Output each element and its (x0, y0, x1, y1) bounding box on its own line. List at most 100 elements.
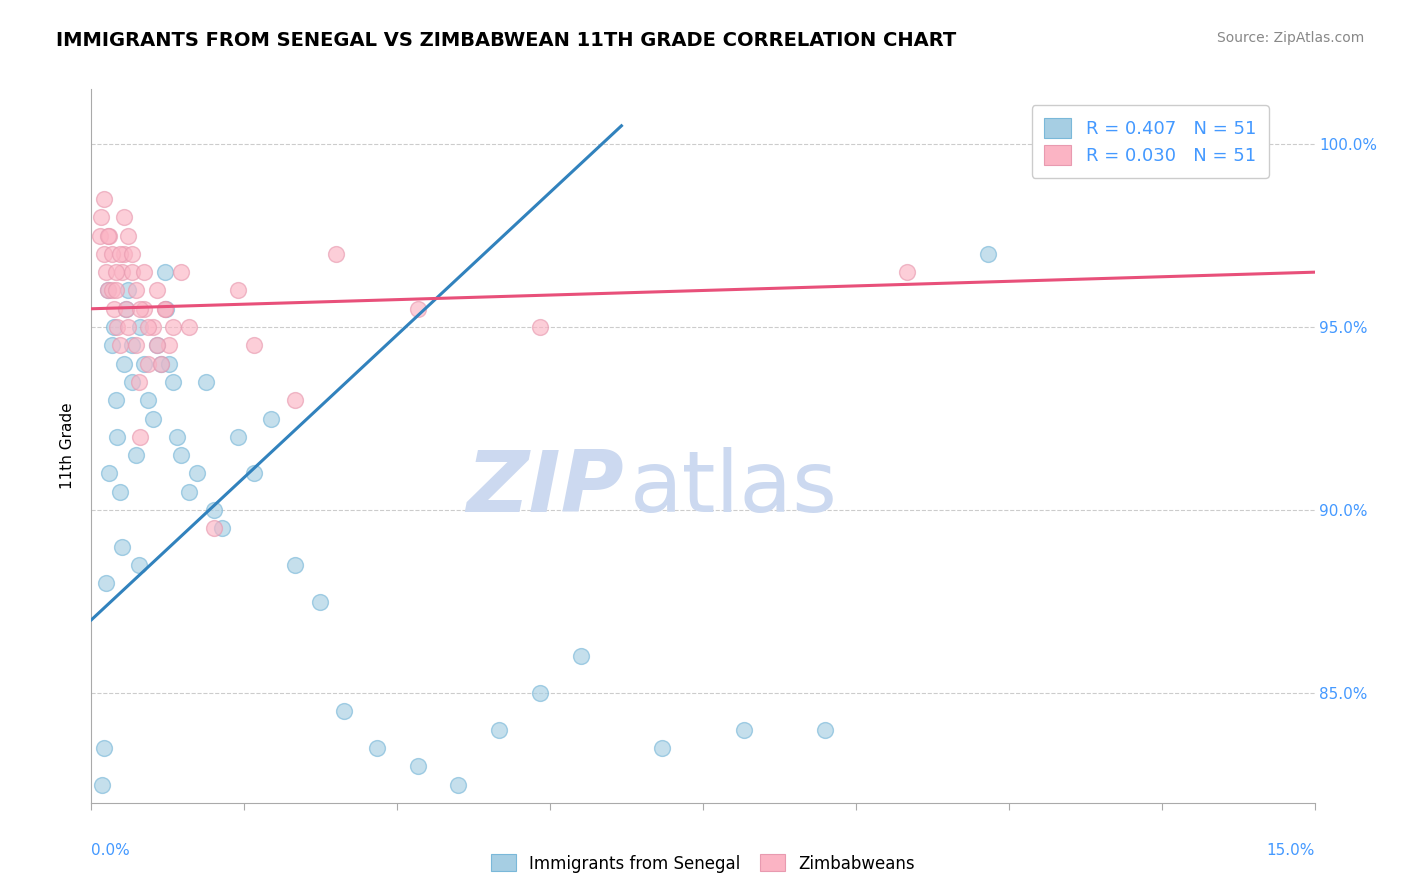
Point (157, 357, 180, 371)
Point (117, 228, 139, 243)
Point (243, 467, 266, 481)
Point (107, 430, 129, 444)
Point (98, 467, 121, 481)
Point (104, 284, 127, 298)
Point (111, 265, 134, 279)
Point (108, 247, 131, 261)
Point (108, 484, 131, 499)
Point (226, 284, 249, 298)
Point (141, 411, 163, 425)
Point (138, 320, 160, 334)
Point (488, 723, 510, 737)
Point (97, 284, 120, 298)
Point (153, 265, 176, 279)
Text: 15.0%: 15.0% (1267, 843, 1315, 858)
Point (308, 594, 330, 608)
Point (138, 357, 160, 371)
Point (202, 503, 225, 517)
Point (202, 521, 225, 535)
Point (121, 265, 143, 279)
Point (145, 338, 167, 352)
Point (651, 740, 673, 755)
Point (406, 759, 429, 773)
Point (94, 265, 117, 279)
Point (114, 301, 136, 316)
Point (166, 430, 188, 444)
Point (112, 247, 135, 261)
Point (814, 723, 837, 737)
Point (104, 265, 127, 279)
Text: ZIP: ZIP (465, 447, 623, 531)
Point (170, 448, 193, 462)
Point (447, 777, 470, 791)
Point (366, 740, 388, 755)
Point (406, 301, 429, 316)
Point (333, 704, 356, 718)
Point (129, 301, 152, 316)
Point (121, 247, 143, 261)
Point (243, 338, 266, 352)
Point (284, 558, 307, 572)
Point (170, 265, 193, 279)
Point (179, 484, 201, 499)
Point (896, 265, 918, 279)
Point (101, 338, 124, 352)
Point (117, 284, 139, 298)
Point (155, 301, 177, 316)
Point (260, 411, 283, 425)
Point (145, 284, 167, 298)
Point (325, 247, 347, 261)
Text: atlas: atlas (630, 447, 838, 531)
Point (98, 228, 121, 243)
Point (162, 320, 184, 334)
Point (977, 247, 1000, 261)
Point (104, 393, 127, 408)
Point (129, 320, 152, 334)
Point (157, 338, 180, 352)
Legend: R = 0.407   N = 51, R = 0.030   N = 51: R = 0.407 N = 51, R = 0.030 N = 51 (1032, 105, 1268, 178)
Point (97, 228, 120, 243)
Point (149, 357, 172, 371)
Point (97, 284, 120, 298)
Point (91, 777, 114, 791)
Point (94, 576, 117, 591)
Point (145, 338, 167, 352)
Point (103, 301, 125, 316)
Point (129, 430, 152, 444)
Point (128, 375, 150, 389)
Point (89, 228, 111, 243)
Point (134, 301, 156, 316)
Point (179, 320, 201, 334)
Point (117, 320, 139, 334)
Point (125, 284, 148, 298)
Point (111, 540, 134, 554)
Point (103, 320, 125, 334)
Point (529, 320, 551, 334)
Point (93, 247, 115, 261)
Point (153, 301, 176, 316)
Point (149, 357, 172, 371)
Point (284, 393, 307, 408)
Point (529, 686, 551, 700)
Point (138, 393, 160, 408)
Point (186, 467, 208, 481)
Text: 0.0%: 0.0% (91, 843, 131, 858)
Point (569, 649, 592, 664)
Point (112, 357, 135, 371)
Point (112, 211, 135, 225)
Point (108, 338, 131, 352)
Point (121, 338, 143, 352)
Point (128, 558, 150, 572)
Point (134, 357, 156, 371)
Text: Source: ZipAtlas.com: Source: ZipAtlas.com (1216, 31, 1364, 45)
Point (93, 192, 115, 206)
Point (125, 338, 148, 352)
Point (93, 740, 115, 755)
Point (153, 301, 176, 316)
Point (114, 301, 136, 316)
Point (101, 247, 124, 261)
Point (121, 375, 143, 389)
Point (90, 211, 112, 225)
Point (101, 284, 124, 298)
Point (141, 320, 163, 334)
